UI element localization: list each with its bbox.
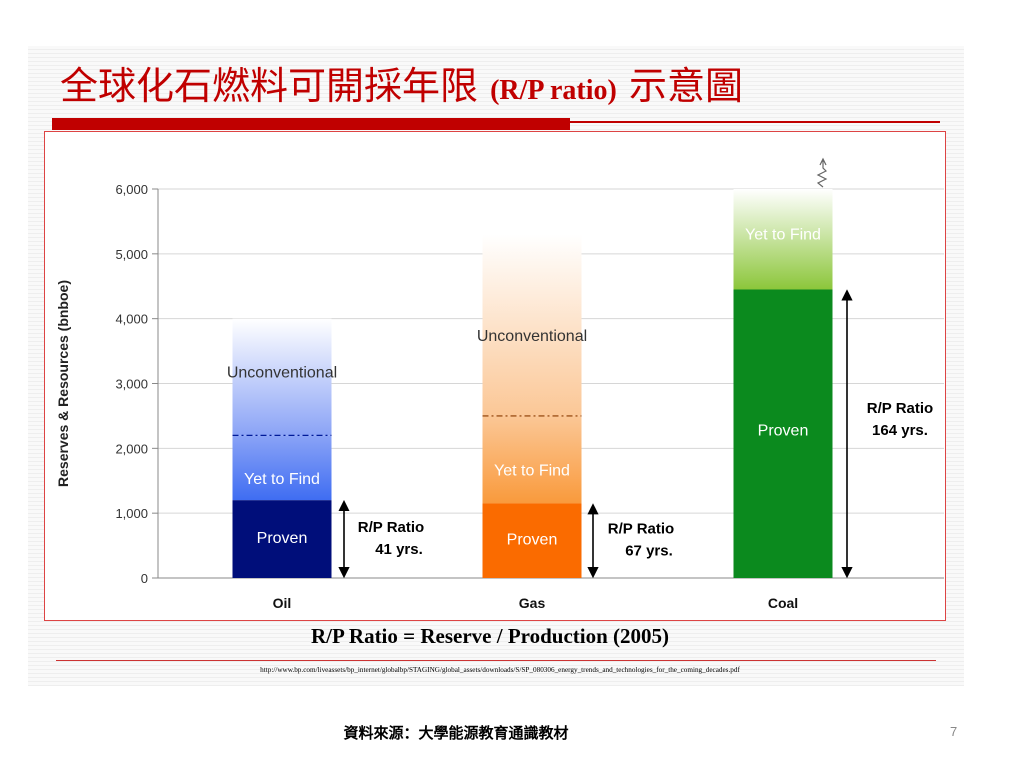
y-axis-ticks: 0 1,000 2,000 3,000 4,000 5,000 6,000 xyxy=(115,182,158,586)
title-chinese-part-1: 全球化石燃料可開採年限 xyxy=(60,64,479,108)
y-tick-label: 4,000 xyxy=(115,312,148,327)
bar-group-coal: Proven Yet to Find R/P Ratio 164 yrs. xyxy=(733,157,933,579)
x-category-label-coal: Coal xyxy=(768,595,798,611)
y-tick-label: 2,000 xyxy=(115,441,148,456)
formula-caption: R/P Ratio = Reserve / Production (2005) xyxy=(310,624,670,648)
bar-group-oil: Proven Yet to Find Unconventional R/P Ra… xyxy=(227,318,424,579)
rp-label-oil-line2: 41 yrs. xyxy=(375,541,423,558)
rp-label-coal-line2: 164 yrs. xyxy=(872,422,928,439)
y-tick-label: 5,000 xyxy=(115,247,148,262)
y-tick-label: 1,000 xyxy=(115,506,148,521)
rp-label-coal-line1: R/P Ratio xyxy=(867,400,933,417)
x-category-label-gas: Gas xyxy=(519,595,546,611)
bar-gas-unconventional xyxy=(482,234,582,416)
caption-divider xyxy=(56,660,936,661)
title-underline-bar xyxy=(52,118,570,130)
bar-coal-proven xyxy=(733,289,833,578)
chart: 0 1,000 2,000 3,000 4,000 5,000 6,000 Reserves… xyxy=(55,157,944,611)
slide-title: 全球化石燃料可開採年限 (R/P ratio) 示意圖 xyxy=(60,60,743,112)
source-credit: 資料來源：大學能源教育通識教材 xyxy=(343,724,569,742)
y-tick-label: 6,000 xyxy=(115,182,148,197)
rp-label-oil-line1: R/P Ratio xyxy=(358,519,424,536)
coal-continuation-squiggle-icon xyxy=(816,157,828,188)
bar-oil-unconventional xyxy=(232,318,332,436)
title-underline-thin xyxy=(570,121,940,123)
source-url: http://www.bp.com/liveassets/bp_internet… xyxy=(260,666,740,674)
y-tick-label: 3,000 xyxy=(115,377,148,392)
rp-label-gas-line2: 67 yrs. xyxy=(625,543,673,560)
label-coal-proven: Proven xyxy=(758,422,809,439)
label-coal-yet-to-find: Yet to Find xyxy=(745,226,821,243)
bar-gas-yet-to-find xyxy=(482,415,582,504)
label-gas-proven: Proven xyxy=(507,532,558,549)
bar-oil-proven xyxy=(232,500,332,578)
x-category-label-oil: Oil xyxy=(273,595,292,611)
bar-group-gas: Proven Yet to Find Unconventional R/P Ra… xyxy=(477,234,674,579)
bar-gas-proven xyxy=(482,503,582,578)
bar-oil-yet-to-find xyxy=(232,435,332,501)
x-axis-category-labels: Oil Gas Coal xyxy=(273,595,799,611)
label-oil-unconventional: Unconventional xyxy=(227,364,337,381)
y-axis-label: Reserves & Resources (bnboe) xyxy=(55,280,71,487)
page-number: 7 xyxy=(950,724,958,739)
rp-label-gas-line1: R/P Ratio xyxy=(608,521,674,538)
label-gas-unconventional: Unconventional xyxy=(477,328,587,345)
bar-coal-yet-to-find xyxy=(733,189,833,290)
title-chinese-part-2: 示意圖 xyxy=(628,64,743,108)
title-english-part: (R/P ratio) xyxy=(490,75,617,106)
label-oil-yet-to-find: Yet to Find xyxy=(244,471,320,488)
label-gas-yet-to-find: Yet to Find xyxy=(494,463,570,480)
label-oil-proven: Proven xyxy=(257,530,308,547)
y-tick-label: 0 xyxy=(141,571,148,586)
